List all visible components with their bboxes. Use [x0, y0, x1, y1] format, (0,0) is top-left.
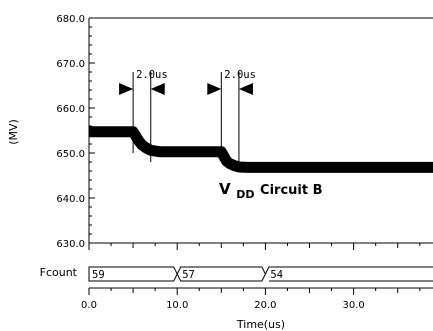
- y-tick-label: 650.0: [56, 149, 85, 160]
- bus-segment: 54: [264, 266, 433, 282]
- y-tick-label: 660.0: [56, 104, 85, 115]
- fcount-bus: 59 57 54: [88, 266, 433, 282]
- arrowhead-end: [238, 83, 253, 95]
- annotation-label: 2.0us: [224, 69, 256, 81]
- arrowhead-start: [207, 83, 222, 95]
- measurement-annotation: 2.0us: [119, 69, 168, 162]
- y-axis-label: (MV): [7, 119, 20, 145]
- measurement-annotation: 2.0us: [207, 69, 256, 162]
- bus-segment-outline: [176, 266, 266, 282]
- y-tick-label: 670.0: [56, 59, 85, 70]
- arrowhead-start: [119, 83, 134, 95]
- x-tick-label: 20.0: [254, 300, 276, 311]
- bus-segment: 57: [176, 266, 266, 282]
- series-label-rest: Circuit B: [260, 183, 322, 198]
- arrowhead-end: [150, 83, 165, 95]
- bus-segment-value: 57: [182, 269, 195, 281]
- bus-label: Fcount: [40, 266, 78, 279]
- bus-segment-value: 59: [92, 269, 105, 281]
- series-label-subscript: DD: [236, 188, 254, 201]
- bus-segment: 59: [88, 266, 178, 282]
- y-tick-label: 680.0: [56, 14, 85, 25]
- measurement-annotations: 2.0us 2.0us: [119, 69, 256, 162]
- x-tick-label: 0.0: [81, 300, 97, 311]
- bus-segment-outline: [88, 266, 178, 282]
- y-axis-ticks: 630.0 640.0 650.0 660.0 670.0 680.0: [56, 14, 95, 250]
- annotation-label: 2.0us: [136, 69, 168, 81]
- x-axis-ticks-top: [88, 243, 421, 250]
- series-label-main: V: [219, 180, 231, 198]
- x-axis-label: Time(us): [236, 318, 285, 331]
- series-line-vdd-circuit-b: [89, 126, 433, 173]
- x-tick-label: 30.0: [342, 300, 364, 311]
- bus-segment-outline: [264, 266, 433, 282]
- y-tick-label: 640.0: [56, 194, 85, 205]
- x-axis-ticks: 0.0 10.0 20.0 30.0: [81, 288, 421, 311]
- x-tick-label: 10.0: [166, 300, 188, 311]
- y-tick-label: 630.0: [56, 239, 85, 250]
- bus-segment-value: 54: [270, 269, 283, 281]
- series-label: V DD Circuit B: [219, 179, 323, 202]
